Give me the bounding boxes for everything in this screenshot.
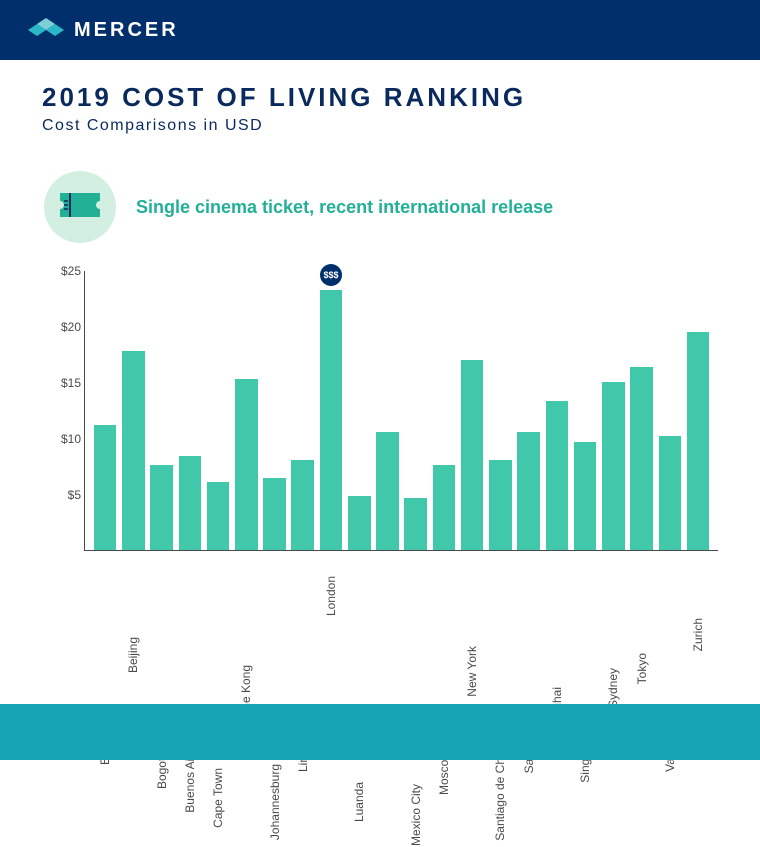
bar-slot: Luanda [345,496,373,550]
x-tick-label: New York [465,646,479,697]
legend-badge [44,171,116,243]
bar [602,382,625,550]
bar [659,436,682,550]
bar [489,460,512,550]
x-tick-label: Cape Town [211,768,225,828]
y-tick-label: $10 [45,432,81,446]
bar-slot: Shanghai [543,401,571,550]
x-tick-label: Sydney [606,668,620,708]
bar [179,456,202,550]
bar [263,478,286,550]
chart-legend: Single cinema ticket, recent internation… [44,171,728,243]
x-tick-label: Beijing [126,637,140,673]
bar [320,290,343,550]
bar [546,401,569,550]
bar [291,460,314,550]
y-tick-label: $25 [45,264,81,278]
bar-slot: Tokyo [627,367,655,550]
bar-slot: London$$$ [317,290,345,550]
brand-name: MERCER [74,19,179,42]
bar [630,367,653,550]
bar [404,498,427,550]
bars-container: BarcelonaBeijingBogotaBuenos AiresCape T… [91,271,712,550]
bar [517,432,540,550]
bar-slot: Bogota [147,465,175,550]
brand-logo: MERCER [28,18,179,42]
page-title: 2019 COST OF LIVING RANKING [42,82,728,113]
y-tick-label: $20 [45,320,81,334]
x-tick-label: London [324,576,338,616]
bar-slot: Sydney [599,382,627,550]
content-area: 2019 COST OF LIVING RANKING Cost Compari… [0,60,760,651]
x-tick-label: Luanda [352,782,366,822]
bar-slot: Sao Paulo [515,432,543,550]
bar-slot: Barcelona [91,425,119,550]
bar [574,442,597,550]
max-value-badge: $$$ [320,264,342,286]
bar-slot: Johannesburg [260,478,288,550]
bar-slot: Beijing [119,351,147,550]
bar [235,379,258,550]
footer-band [0,704,760,760]
x-tick-label: Mexico City [409,784,423,846]
x-tick-label: Santiago de Chile [493,746,507,841]
bar-slot: Vancover [656,436,684,550]
page-subtitle: Cost Comparisons in USD [42,117,728,135]
bar-slot: Mexico City [402,498,430,550]
plot-area: BarcelonaBeijingBogotaBuenos AiresCape T… [84,271,718,551]
ticket-icon [58,191,102,224]
bar [150,465,173,550]
bar-chart: BarcelonaBeijingBogotaBuenos AiresCape T… [44,271,728,651]
x-tick-label: Zurich [691,618,705,651]
bar [461,360,484,550]
bar [687,332,710,550]
brand-header: MERCER [0,0,760,60]
bar-slot: Moscow [430,465,458,550]
bar-slot: Santiago de Chile [486,460,514,550]
bar-slot: Hone Kong [232,379,260,550]
bar-slot: Buenos Aires [176,456,204,550]
y-tick-label: $15 [45,376,81,390]
bar-slot: New York [458,360,486,550]
x-tick-label: Johannesburg [268,764,282,840]
bar-slot: Lima [289,460,317,550]
legend-label: Single cinema ticket, recent internation… [136,197,553,218]
bar [348,496,371,550]
bar [376,432,399,550]
bar-slot: Zurich [684,332,712,550]
mercer-logo-icon [28,18,64,42]
bar [94,425,117,550]
bar-slot: Cape Town [204,482,232,550]
x-tick-label: Tokyo [635,653,649,684]
bar [433,465,456,550]
bar [207,482,230,550]
bar-slot: Madrid [373,432,401,550]
bar [122,351,145,550]
y-tick-label: $5 [45,488,81,502]
bar-slot: Singapore [571,442,599,550]
